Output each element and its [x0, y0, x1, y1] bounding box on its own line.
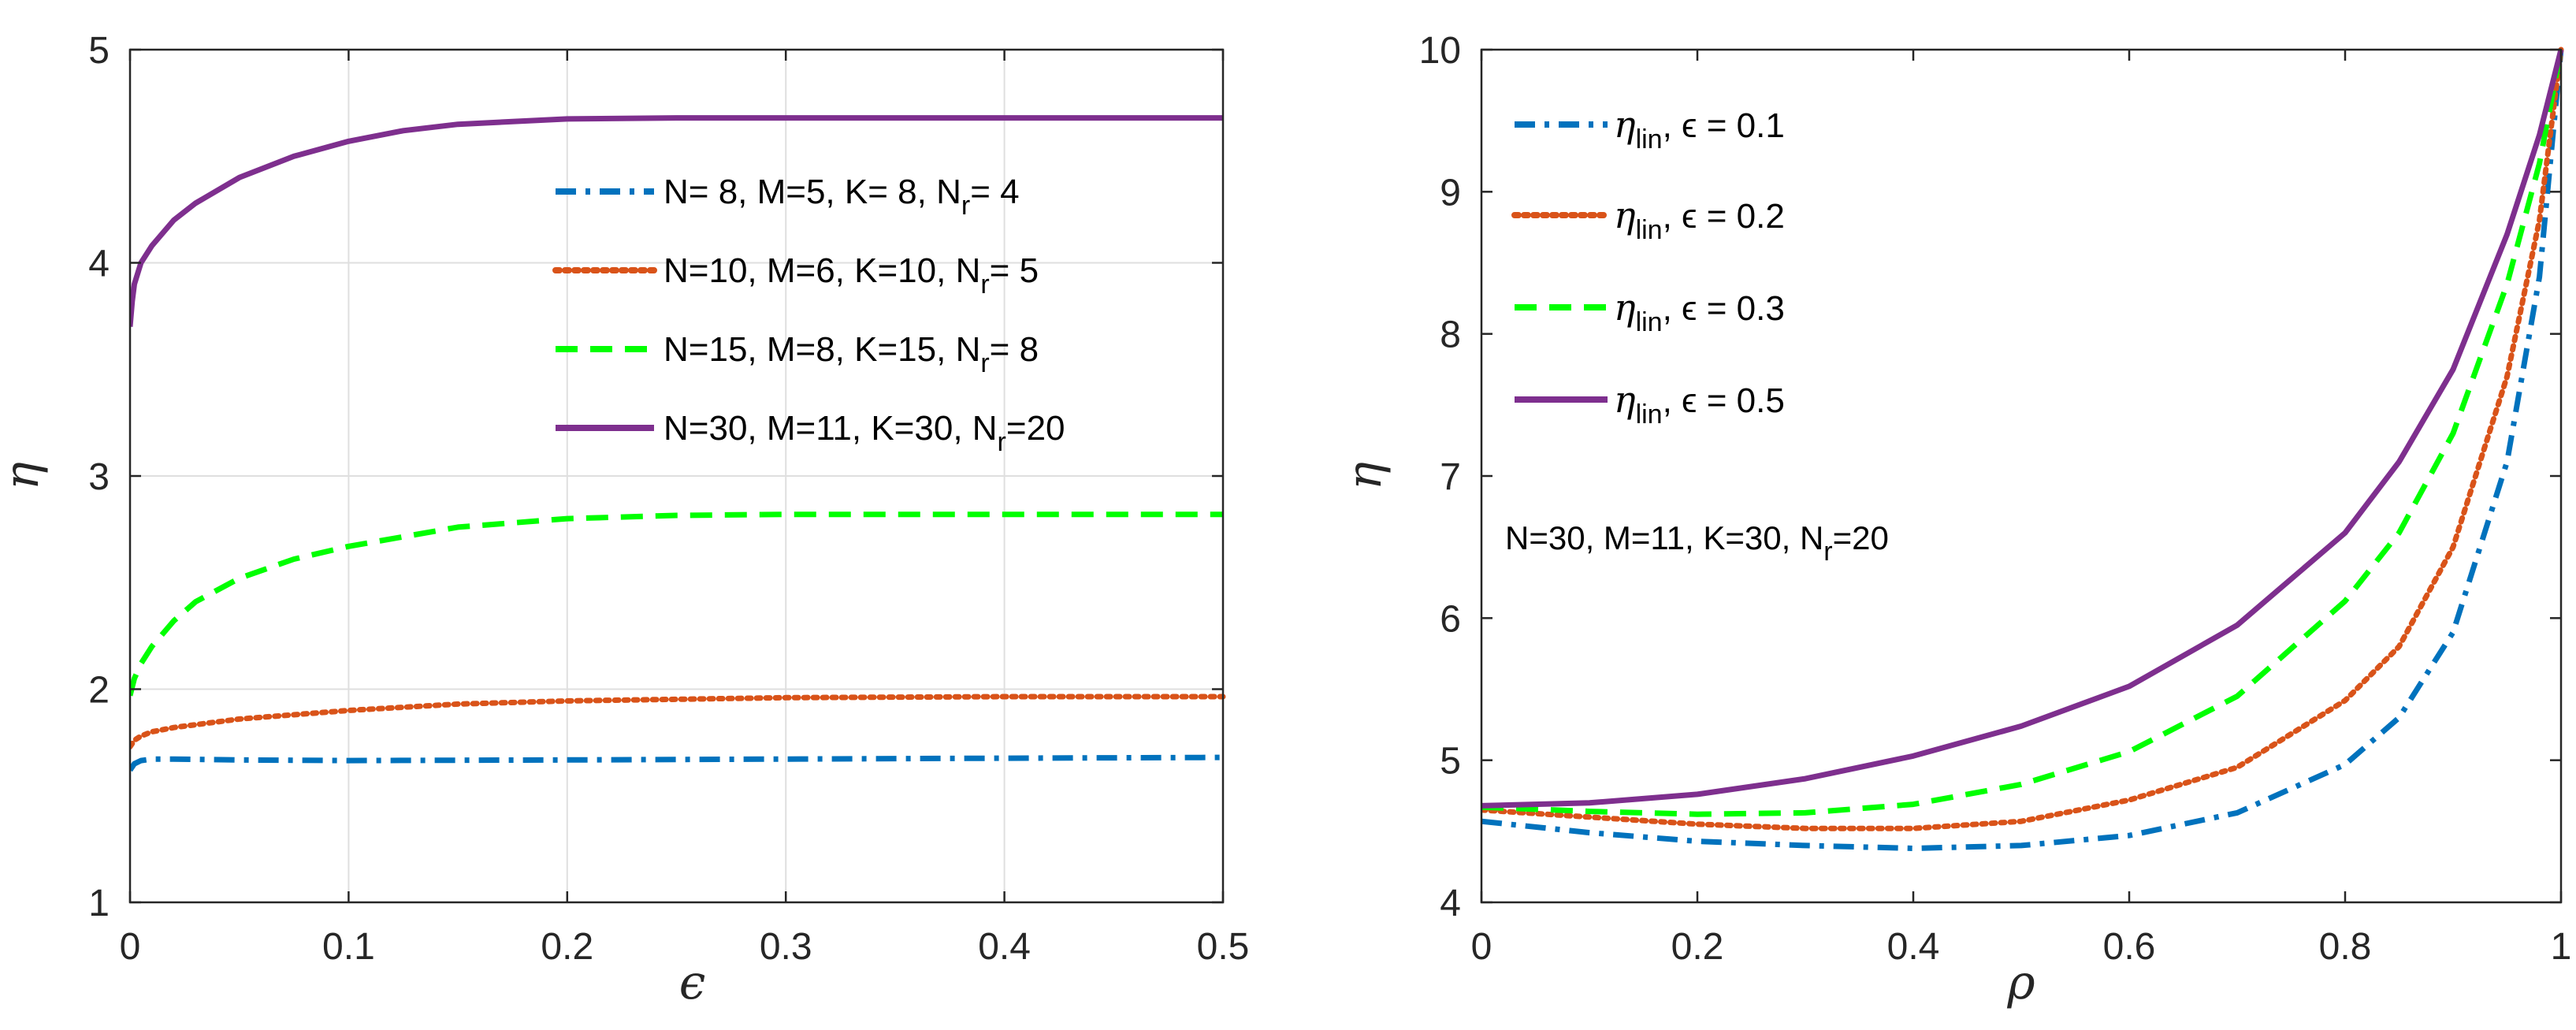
legend-label-0-part: , ϵ = 0.1	[1663, 106, 1785, 145]
series-line-3	[1481, 49, 2564, 809]
x-axis-label: ρ	[2006, 955, 2035, 1010]
series-line-2	[130, 511, 1223, 697]
legend-label-3-part: η	[1614, 378, 1636, 421]
parameter-annotation-part: r	[1823, 537, 1832, 567]
legend-label-1-part: r	[980, 270, 989, 299]
x-tick-label: 0.3	[760, 926, 812, 968]
legend-label-3: N=30, M=11, K=30, Nr=20	[664, 409, 1065, 457]
y-tick-label: 2	[88, 670, 110, 712]
legend-label-1-part: , ϵ = 0.2	[1663, 197, 1785, 236]
x-tick-label: 0.4	[978, 926, 1031, 968]
legend-label-0-part: r	[961, 191, 970, 221]
x-tick-label: 0.1	[322, 926, 375, 968]
legend-label-1-part: N=10, M=6, K=10, N	[664, 251, 980, 290]
left-chart: 0 0.1 0.2 0.3 0.4 0.5 1 2 3 4 5 ϵ η N= 8, M=5, K= 8, …	[0, 30, 1249, 1010]
x-tick-label: 0.8	[2319, 926, 2372, 968]
series-line-1	[1481, 46, 2564, 831]
legend-label-2: N=15, M=8, K=15, Nr= 8	[664, 330, 1039, 378]
legend-label-1-part: lin	[1636, 215, 1663, 245]
x-tick-label: 0.5	[1197, 926, 1250, 968]
y-tick-label: 4	[88, 244, 110, 285]
y-tick-label: 5	[1440, 741, 1461, 783]
legend-label-2-part: r	[980, 348, 989, 378]
y-tick-label: 3	[88, 456, 110, 498]
legend-label-3: ηlin, ϵ = 0.5	[1614, 378, 1785, 429]
legend-label-3-part: =20	[1006, 409, 1065, 448]
parameter-annotation-part: =20	[1833, 519, 1889, 556]
legend-label-0: ηlin, ϵ = 0.1	[1614, 103, 1785, 154]
y-axis-label: η	[1337, 462, 1392, 490]
x-tick-label: 0	[120, 926, 141, 968]
x-tick-label: 0.4	[1887, 926, 1940, 968]
x-tick-label: 1	[2551, 926, 2572, 968]
series-line-3	[130, 115, 1223, 327]
legend-label-1-part: η	[1614, 194, 1636, 236]
legend-label-0-part: lin	[1636, 125, 1663, 154]
legend-label-2-part: , ϵ = 0.3	[1663, 289, 1785, 328]
y-tick-label: 5	[88, 30, 110, 72]
series-line-0	[130, 754, 1224, 772]
legend-label-2-part: η	[1614, 286, 1636, 329]
legend-label-0-part: = 4	[970, 173, 1019, 211]
legend-label-1: ηlin, ϵ = 0.2	[1614, 194, 1785, 245]
legend-label-0: N= 8, M=5, K= 8, Nr= 4	[664, 173, 1020, 221]
x-tick-label: 0	[1471, 926, 1492, 968]
y-tick-label: 7	[1440, 456, 1461, 498]
legend-label-2: ηlin, ϵ = 0.3	[1614, 286, 1785, 337]
legend-label-3-part: r	[998, 427, 1006, 457]
parameter-annotation-part: N=30, M=11, K=30, N	[1505, 519, 1823, 556]
y-tick-label: 1	[88, 883, 110, 924]
x-tick-label: 0.2	[1671, 926, 1724, 968]
legend-label-0-part: η	[1614, 103, 1636, 146]
y-tick-label: 9	[1440, 172, 1461, 214]
legend-label-3-part: N=30, M=11, K=30, N	[664, 409, 998, 448]
legend-label-0-part: N= 8, M=5, K= 8, N	[664, 173, 961, 211]
legend-label-2-part: N=15, M=8, K=15, N	[664, 330, 980, 369]
y-tick-label: 6	[1440, 598, 1461, 640]
x-tick-label: 0.6	[2103, 926, 2156, 968]
series-line-0	[1481, 49, 2564, 851]
legend-label-1-part: = 5	[990, 251, 1039, 290]
y-axis-label: η	[0, 462, 50, 490]
parameter-annotation: N=30, M=11, K=30, Nr=20	[1505, 519, 1889, 567]
y-tick-label: 8	[1440, 314, 1461, 356]
x-axis-label: ϵ	[679, 955, 706, 1010]
legend-label-3-part: , ϵ = 0.5	[1663, 381, 1785, 420]
legend-label-3-part: lin	[1636, 400, 1663, 429]
legend-label-1: N=10, M=6, K=10, Nr= 5	[664, 251, 1039, 299]
y-tick-label: 4	[1440, 883, 1461, 924]
legend-label-2-part: = 8	[990, 330, 1039, 369]
series-line-2	[1481, 49, 2564, 817]
legend-label-2-part: lin	[1636, 307, 1663, 337]
y-tick-label: 10	[1419, 30, 1461, 72]
series-line-1	[130, 693, 1226, 749]
x-tick-label: 0.2	[541, 926, 593, 968]
